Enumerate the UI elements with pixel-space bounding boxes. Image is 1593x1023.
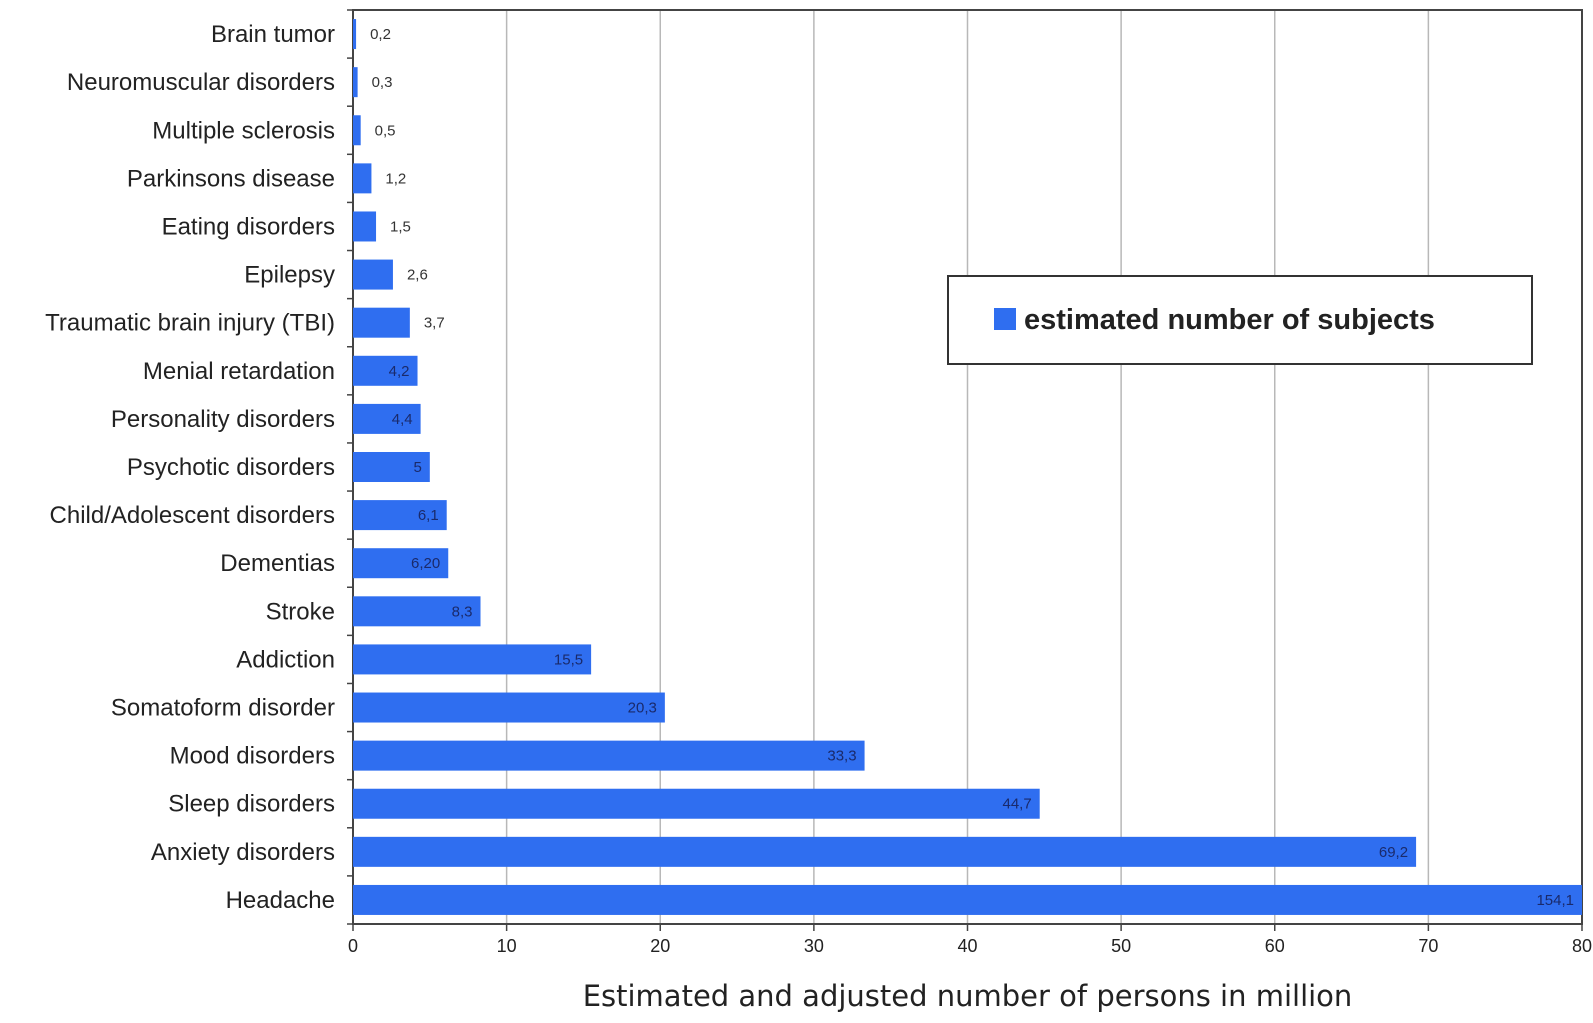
category-label: Menial retardation: [143, 358, 335, 385]
data-label: 5: [413, 459, 421, 476]
x-tick-label: 70: [1418, 936, 1438, 956]
x-tick-label: 50: [1111, 936, 1131, 956]
bar: [353, 836, 1417, 867]
data-label: 0,2: [370, 26, 391, 43]
data-label: 0,3: [372, 74, 393, 91]
bar: [353, 788, 1040, 819]
category-label: Addiction: [236, 646, 335, 673]
bar: [353, 67, 358, 98]
data-label: 154,1: [1536, 892, 1574, 909]
bar: [353, 307, 410, 338]
data-label: 3,7: [424, 315, 445, 332]
category-label: Epilepsy: [244, 262, 335, 289]
bar: [353, 596, 481, 627]
category-label: Dementias: [220, 550, 335, 577]
x-tick-label: 60: [1265, 936, 1285, 956]
x-tick-label: 30: [804, 936, 824, 956]
legend-label: estimated number of subjects: [1024, 304, 1435, 336]
category-label: Child/Adolescent disorders: [50, 502, 335, 529]
bar: [353, 500, 447, 531]
x-tick-label: 80: [1572, 936, 1592, 956]
x-tick-label: 10: [497, 936, 517, 956]
bar: [353, 644, 592, 675]
bar: [353, 211, 377, 242]
bar: [353, 548, 449, 579]
bar: [353, 692, 665, 723]
category-label: Eating disorders: [162, 213, 335, 240]
x-tick-label: 0: [348, 936, 358, 956]
legend-swatch: [994, 308, 1016, 330]
category-label: Brain tumor: [211, 21, 335, 48]
data-label: 6,20: [411, 555, 440, 572]
bar: [353, 452, 430, 482]
data-label: 0,5: [375, 122, 396, 139]
x-tick-label: 20: [650, 936, 670, 956]
data-label: 1,2: [385, 170, 406, 187]
x-axis-label: Estimated and adjusted number of persons…: [583, 979, 1353, 1013]
data-label: 20,3: [628, 700, 657, 717]
data-label: 1,5: [390, 218, 411, 235]
bar: [353, 163, 372, 194]
category-label: Personality disorders: [111, 406, 335, 433]
category-label: Sleep disorders: [168, 791, 335, 818]
category-label: Parkinsons disease: [127, 165, 335, 192]
category-label: Psychotic disorders: [127, 454, 335, 481]
category-label: Neuromuscular disorders: [67, 69, 335, 96]
x-tick-label: 40: [957, 936, 977, 956]
data-label: 4,2: [389, 363, 410, 380]
data-label: 44,7: [1003, 796, 1032, 813]
category-label: Traumatic brain injury (TBI): [45, 310, 335, 337]
bar: [353, 403, 421, 434]
data-label: 33,3: [827, 748, 856, 765]
data-label: 6,1: [418, 507, 439, 524]
data-label: 8,3: [452, 603, 473, 620]
bar: [353, 115, 361, 146]
category-label: Mood disorders: [170, 743, 335, 770]
bar: [353, 355, 418, 386]
category-label: Stroke: [266, 598, 335, 625]
data-label: 2,6: [407, 267, 428, 284]
bar: [353, 19, 357, 50]
category-label: Multiple sclerosis: [152, 117, 335, 144]
bar: [353, 259, 393, 290]
category-label: Anxiety disorders: [151, 839, 335, 866]
legend-box: [947, 275, 1533, 365]
category-label: Headache: [226, 887, 335, 914]
category-label: Somatoform disorder: [111, 695, 335, 722]
bar: [353, 884, 1582, 915]
data-label: 15,5: [554, 651, 583, 668]
bar: [353, 740, 865, 771]
data-label: 69,2: [1379, 844, 1408, 861]
data-label: 4,4: [392, 411, 413, 428]
